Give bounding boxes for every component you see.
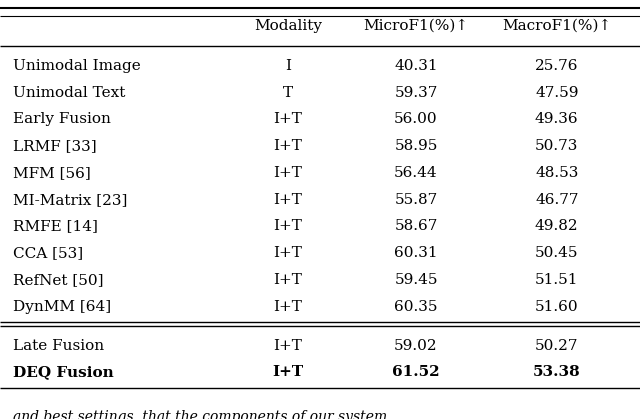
Text: 51.60: 51.60: [535, 300, 579, 314]
Text: I+T: I+T: [273, 193, 303, 207]
Text: Unimodal Image: Unimodal Image: [13, 59, 141, 73]
Text: I+T: I+T: [273, 112, 303, 126]
Text: I: I: [285, 59, 291, 73]
Text: and best settings, that the components of our system: and best settings, that the components o…: [13, 410, 387, 419]
Text: Early Fusion: Early Fusion: [13, 112, 111, 126]
Text: 46.77: 46.77: [535, 193, 579, 207]
Text: I+T: I+T: [273, 166, 303, 180]
Text: RMFE [14]: RMFE [14]: [13, 220, 98, 233]
Text: I+T: I+T: [273, 339, 303, 353]
Text: 60.35: 60.35: [394, 300, 438, 314]
Text: MacroF1(%)↑: MacroF1(%)↑: [502, 19, 611, 33]
Text: CCA [53]: CCA [53]: [13, 246, 83, 260]
Text: 51.51: 51.51: [535, 273, 579, 287]
Text: 47.59: 47.59: [535, 85, 579, 100]
Text: I+T: I+T: [273, 300, 303, 314]
Text: LRMF [33]: LRMF [33]: [13, 139, 97, 153]
Text: 49.82: 49.82: [535, 220, 579, 233]
Text: 50.27: 50.27: [535, 339, 579, 353]
Text: Late Fusion: Late Fusion: [13, 339, 104, 353]
Text: Modality: Modality: [254, 19, 322, 33]
Text: 40.31: 40.31: [394, 59, 438, 73]
Text: I+T: I+T: [273, 246, 303, 260]
Text: 59.37: 59.37: [394, 85, 438, 100]
Text: I+T: I+T: [273, 365, 303, 380]
Text: 49.36: 49.36: [535, 112, 579, 126]
Text: 58.67: 58.67: [394, 220, 438, 233]
Text: 55.87: 55.87: [394, 193, 438, 207]
Text: 61.52: 61.52: [392, 365, 440, 380]
Text: 56.44: 56.44: [394, 166, 438, 180]
Text: 48.53: 48.53: [535, 166, 579, 180]
Text: MI-Matrix [23]: MI-Matrix [23]: [13, 193, 127, 207]
Text: 56.00: 56.00: [394, 112, 438, 126]
Text: MicroF1(%)↑: MicroF1(%)↑: [364, 19, 468, 33]
Text: I+T: I+T: [273, 220, 303, 233]
Text: 59.02: 59.02: [394, 339, 438, 353]
Text: DynMM [64]: DynMM [64]: [13, 300, 111, 314]
Text: 60.31: 60.31: [394, 246, 438, 260]
Text: DEQ Fusion: DEQ Fusion: [13, 365, 113, 380]
Text: I+T: I+T: [273, 139, 303, 153]
Text: 53.38: 53.38: [533, 365, 580, 380]
Text: 25.76: 25.76: [535, 59, 579, 73]
Text: T: T: [283, 85, 293, 100]
Text: I+T: I+T: [273, 273, 303, 287]
Text: RefNet [50]: RefNet [50]: [13, 273, 103, 287]
Text: Unimodal Text: Unimodal Text: [13, 85, 125, 100]
Text: 50.45: 50.45: [535, 246, 579, 260]
Text: MFM [56]: MFM [56]: [13, 166, 90, 180]
Text: 50.73: 50.73: [535, 139, 579, 153]
Text: 58.95: 58.95: [394, 139, 438, 153]
Text: 59.45: 59.45: [394, 273, 438, 287]
